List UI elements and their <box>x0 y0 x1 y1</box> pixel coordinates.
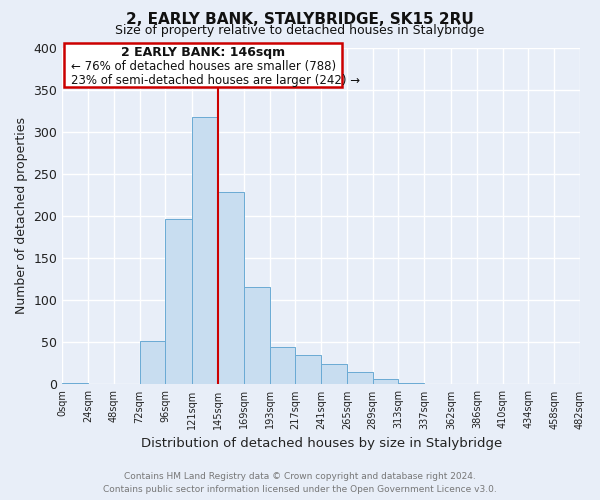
Bar <box>269 346 295 385</box>
Text: Contains HM Land Registry data © Crown copyright and database right 2024.
Contai: Contains HM Land Registry data © Crown c… <box>103 472 497 494</box>
Text: 2 EARLY BANK: 146sqm: 2 EARLY BANK: 146sqm <box>121 46 285 59</box>
FancyBboxPatch shape <box>64 44 341 87</box>
Bar <box>140 342 166 384</box>
Bar <box>166 220 192 384</box>
Bar <box>244 286 269 384</box>
Text: Size of property relative to detached houses in Stalybridge: Size of property relative to detached ho… <box>115 24 485 37</box>
Bar <box>321 364 347 384</box>
Text: ← 76% of detached houses are smaller (788): ← 76% of detached houses are smaller (78… <box>71 60 336 73</box>
Bar <box>62 382 88 384</box>
Bar <box>347 372 373 384</box>
Bar <box>192 116 218 384</box>
Y-axis label: Number of detached properties: Number of detached properties <box>15 118 28 314</box>
Text: 23% of semi-detached houses are larger (242) →: 23% of semi-detached houses are larger (… <box>71 74 360 86</box>
Bar <box>398 382 424 384</box>
X-axis label: Distribution of detached houses by size in Stalybridge: Distribution of detached houses by size … <box>140 437 502 450</box>
Text: 2, EARLY BANK, STALYBRIDGE, SK15 2RU: 2, EARLY BANK, STALYBRIDGE, SK15 2RU <box>126 12 474 27</box>
Bar <box>373 380 398 384</box>
Bar <box>218 192 244 384</box>
Bar <box>295 355 321 384</box>
